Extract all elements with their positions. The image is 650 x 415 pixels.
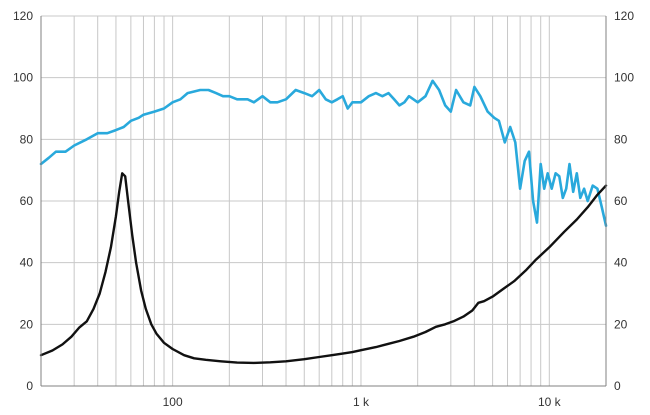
- y-tick-label-left: 20: [20, 317, 34, 331]
- y-tick-label-left: 60: [20, 194, 34, 208]
- y-tick-label-left: 0: [26, 379, 33, 393]
- grid: [40, 15, 607, 387]
- y-tick-label-left: 100: [13, 71, 33, 85]
- y-tick-label-left: 40: [20, 256, 34, 270]
- y-tick-label-right: 20: [614, 317, 628, 331]
- axes: [40, 16, 607, 387]
- y-tick-label-right: 120: [614, 9, 634, 23]
- y-tick-label-right: 80: [614, 132, 628, 146]
- tick-labels: 0 0 20 20 40 40 60 60 80 80 100 100 120 120 100 1 k 10 k: [13, 9, 634, 409]
- x-tick-label: 10 k: [538, 395, 562, 409]
- y-tick-label-left: 80: [20, 132, 34, 146]
- y-tick-label-left: 120: [13, 9, 33, 23]
- y-tick-label-right: 40: [614, 256, 628, 270]
- series-layer: [39, 79, 608, 365]
- y-tick-label-right: 60: [614, 194, 628, 208]
- series-line-2: [39, 172, 608, 365]
- series-line-1: [39, 79, 608, 227]
- x-tick-label: 1 k: [353, 395, 370, 409]
- y-tick-label-right: 0: [614, 379, 621, 393]
- x-tick-label: 100: [163, 395, 183, 409]
- y-tick-label-right: 100: [614, 71, 634, 85]
